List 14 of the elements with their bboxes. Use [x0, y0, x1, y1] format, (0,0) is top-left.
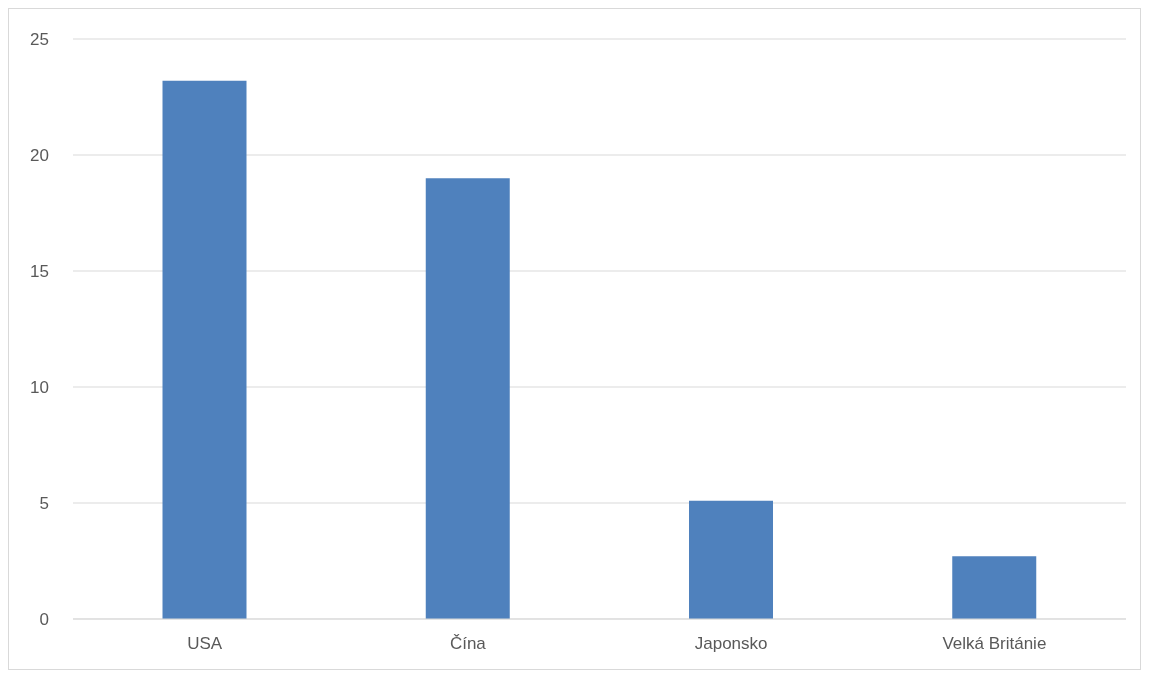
bar [425, 178, 510, 619]
x-tick-label: Čína [449, 634, 487, 654]
bar [952, 556, 1037, 619]
y-tick-label: 25 [30, 30, 49, 50]
x-tick-label: USA [187, 634, 223, 654]
x-tick-label: Velká Británie [942, 634, 1047, 654]
x-tick-label: Japonsko [694, 634, 768, 654]
y-tick-label: 15 [30, 262, 49, 282]
bar [162, 80, 247, 619]
y-tick-label: 10 [30, 378, 49, 398]
bar [689, 500, 774, 619]
y-tick-label: 20 [30, 146, 49, 166]
y-tick-label: 0 [39, 610, 49, 630]
y-tick-label: 5 [39, 494, 49, 514]
